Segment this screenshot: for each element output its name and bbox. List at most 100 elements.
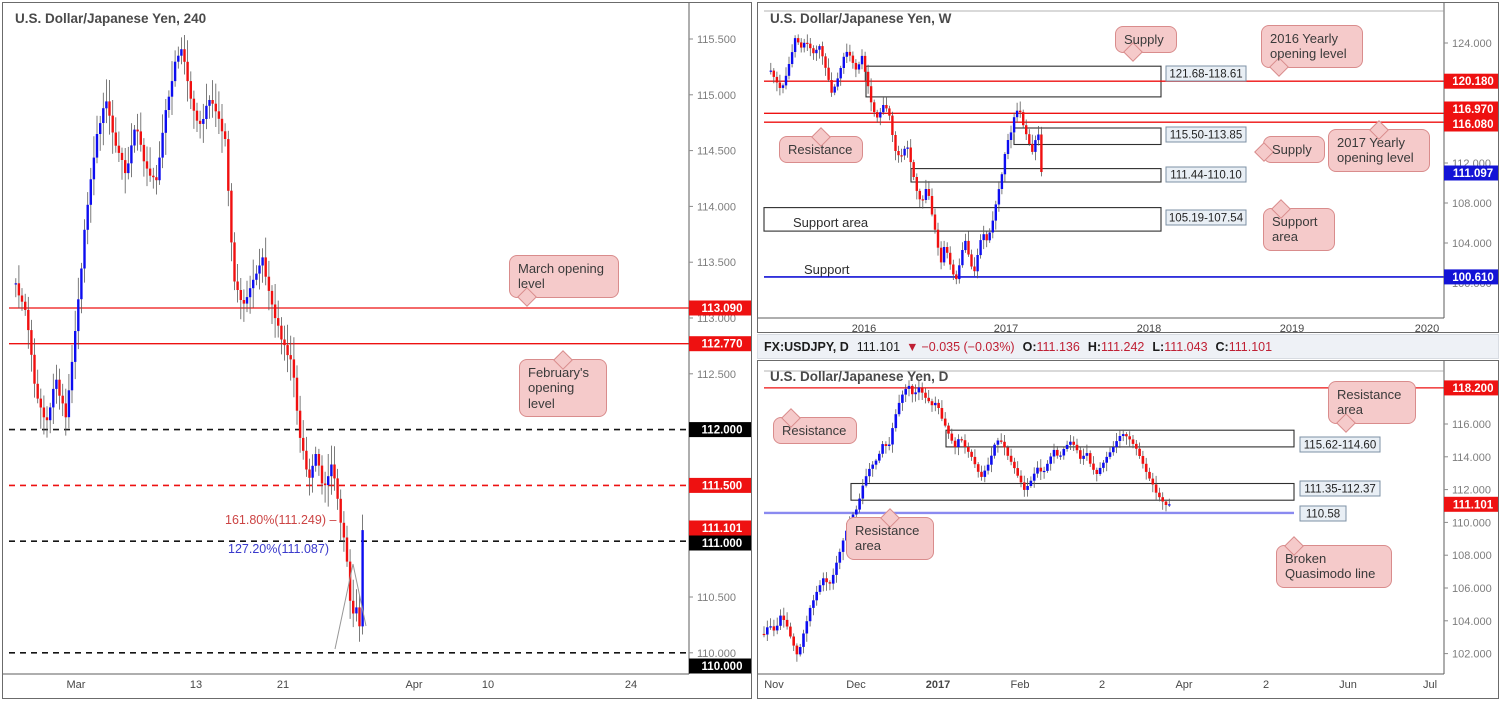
trend-line[interactable] xyxy=(334,563,354,650)
price-badge-text: 112.770 xyxy=(702,339,743,351)
callout-text: Resistance area xyxy=(1337,387,1402,418)
chart-annotation-text[interactable]: Support xyxy=(804,262,850,277)
chart-annotation-text[interactable]: Support area xyxy=(793,215,869,230)
price-badge xyxy=(689,477,751,493)
zone-price-label xyxy=(1165,65,1247,82)
callout-text: Supply xyxy=(1272,142,1312,157)
price-tick-label: 113.000 xyxy=(697,313,736,325)
pane-usdjpy-weekly-chart[interactable]: U.S. Dollar/Japanese Yen, W Support area… xyxy=(757,2,1499,333)
ticker-segment: 111.101 xyxy=(856,339,901,354)
callout-broken-quasimodo-line[interactable]: Broken Quasimodo line xyxy=(1276,536,1392,588)
zone-111.44-110.10[interactable] xyxy=(910,168,1162,183)
time-tick-label: Apr xyxy=(405,679,422,691)
callout-yearly-2017-opening-level[interactable]: 2017 Yearly opening level xyxy=(1328,120,1430,172)
price-tick-label: 114.000 xyxy=(1452,452,1491,464)
price-badge-text: 111.101 xyxy=(702,523,743,535)
price-badge-text: 116.080 xyxy=(1453,119,1494,131)
resistance-zone-111.35-112.37[interactable] xyxy=(850,482,1295,501)
price-badge xyxy=(1444,496,1498,512)
chart-plot-weekly[interactable]: Support area Support 121.68-118.61 115.50-1… xyxy=(758,3,1498,332)
price-badge-text: 113.090 xyxy=(702,303,743,315)
zone-price-label-text: 111.35-112.37 xyxy=(1304,484,1376,496)
time-tick-label: Nov xyxy=(764,679,784,691)
callout-march-opening-level[interactable]: March opening level xyxy=(509,255,619,307)
callout-text: March opening level xyxy=(518,261,604,292)
callout-text: Broken Quasimodo line xyxy=(1285,551,1376,582)
pane-usdjpy-240-chart[interactable]: U.S. Dollar/Japanese Yen, 240 161.80%(11… xyxy=(2,2,752,699)
price-badge-text: 110.000 xyxy=(702,661,743,673)
price-tick-label: 115.000 xyxy=(697,90,736,102)
price-axis[interactable]: 124.000112.000108.000104.000100.000120.1… xyxy=(1444,38,1498,290)
zone-price-label-text: 111.44-110.10 xyxy=(1170,170,1242,182)
price-tick-label: 112.500 xyxy=(697,369,736,381)
ticker-segment: FX:USDJPY, D xyxy=(764,339,849,354)
candlesticks[interactable] xyxy=(762,380,1171,662)
chart-title-daily: U.S. Dollar/Japanese Yen, D xyxy=(770,369,949,384)
trend-line[interactable] xyxy=(352,563,367,627)
time-axis[interactable]: 2016 2017 2018 2019 2020 xyxy=(852,323,1439,332)
zone-price-label xyxy=(1165,126,1247,143)
time-axis[interactable]: Nov Dec 2017 Feb 2 Apr 2 Jun Jul xyxy=(764,679,1437,691)
callout-supply-1[interactable]: Supply xyxy=(1115,26,1177,63)
candlesticks[interactable] xyxy=(14,35,364,642)
time-tick-label: 2018 xyxy=(1137,323,1161,332)
callout-support-area[interactable]: Support area xyxy=(1263,199,1335,251)
chart-annotation-text[interactable]: 161.80%(111.249) – xyxy=(225,513,336,527)
price-tick-label: 102.000 xyxy=(1452,649,1492,661)
ticker-segment: C: xyxy=(1215,339,1229,354)
time-axis[interactable]: Mar 13 21 Apr 10 24 xyxy=(67,679,638,691)
zone-price-label-text: 105.19-107.54 xyxy=(1169,213,1244,225)
price-badge-text: 111.500 xyxy=(702,480,742,492)
price-badge xyxy=(1444,101,1498,117)
pane-usdjpy-daily-chart[interactable]: U.S. Dollar/Japanese Yen, D 115.62-114.6… xyxy=(757,360,1499,699)
ticker-segment: 111.043 xyxy=(1164,339,1208,354)
chart-plot-h4[interactable]: 161.80%(111.249) – 127.20%(111.087) 115.50… xyxy=(3,3,751,698)
callout-text: Support area xyxy=(1272,214,1318,245)
callout-text: Resistance area xyxy=(855,523,920,554)
price-tick-label: 116.000 xyxy=(1452,419,1491,431)
time-tick-label: 13 xyxy=(190,679,202,691)
callout-february-opening-level[interactable]: February's opening level xyxy=(519,350,607,417)
time-tick-label: 2 xyxy=(1099,679,1105,691)
price-tick-label: 112.000 xyxy=(1452,485,1491,497)
zone-price-label xyxy=(1299,436,1381,453)
time-tick-label: 10 xyxy=(482,679,494,691)
support-zone-105.19-107.54[interactable] xyxy=(763,207,1162,232)
zone-price-label xyxy=(1299,480,1381,497)
price-tick-label: 104.000 xyxy=(1452,238,1492,250)
price-badge-text: 120.180 xyxy=(1452,76,1494,88)
callout-resistance-area-top[interactable]: Resistance area xyxy=(1328,381,1416,433)
price-axis[interactable]: 115.500 115.000 114.500 114.000 113.500 113.0… xyxy=(689,34,751,674)
callout-resistance[interactable]: Resistance xyxy=(773,408,857,445)
price-tick-label: 114.500 xyxy=(697,146,736,158)
ticker-segment: L: xyxy=(1152,339,1165,354)
price-tick-label: 104.000 xyxy=(1452,616,1492,628)
time-tick-label: Dec xyxy=(846,679,866,691)
zone-price-label-text: 115.50-113.85 xyxy=(1170,130,1242,142)
price-axis[interactable]: 116.000 114.000 112.000 110.000 108.000 106.0… xyxy=(1444,380,1498,661)
price-badge xyxy=(689,535,751,551)
chart-annotation-text[interactable]: 127.20%(111.087) xyxy=(228,542,329,556)
time-tick-label: 2 xyxy=(1263,679,1269,691)
callout-yearly-2016-opening-level[interactable]: 2016 Yearly opening level xyxy=(1261,25,1363,77)
symbol-info-bar[interactable]: FX:USDJPY, D 111.101 ▼ −0.035 (−0.03%) O: 111… xyxy=(757,334,1499,359)
zone-price-label-text: 115.62-114.60 xyxy=(1304,440,1376,452)
candlesticks[interactable] xyxy=(769,34,1043,285)
time-tick-label: 2017 xyxy=(926,679,950,691)
price-badge-text: 111.101 xyxy=(1453,499,1494,511)
callout-resistance[interactable]: Resistance xyxy=(779,127,863,164)
price-badge-text: 100.610 xyxy=(1452,272,1494,284)
price-badge xyxy=(1444,269,1498,285)
supply-zone-115.50-113.85[interactable] xyxy=(1013,127,1162,146)
price-tick-label: 124.000 xyxy=(1452,38,1492,50)
price-badge xyxy=(689,422,751,438)
chart-plot-daily[interactable]: 115.62-114.60111.35-112.37110.58116.0001… xyxy=(758,361,1498,698)
time-tick-label: 21 xyxy=(277,679,289,691)
price-badge xyxy=(689,336,751,352)
callout-text: 2016 Yearly opening level xyxy=(1270,31,1347,62)
price-tick-label: 106.000 xyxy=(1452,583,1492,595)
callout-supply-2[interactable]: Supply xyxy=(1254,136,1325,164)
price-tick-label: 114.000 xyxy=(697,201,736,213)
callout-resistance-area-bottom[interactable]: Resistance area xyxy=(846,508,934,560)
ticker-segment: ▼ xyxy=(906,339,919,354)
